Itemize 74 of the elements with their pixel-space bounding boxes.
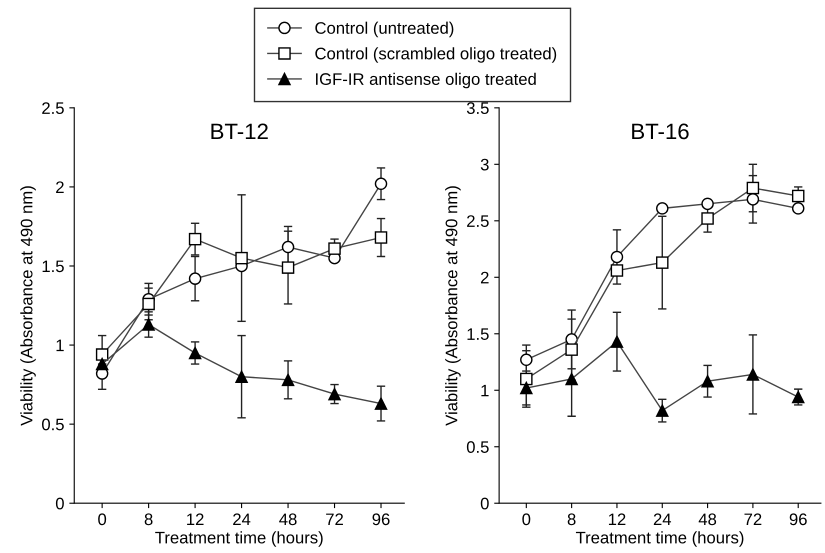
point [610, 335, 624, 348]
point [374, 178, 388, 190]
y-tick-label: 0.5 [466, 441, 489, 453]
y-tick-label: 1 [481, 384, 489, 396]
point [746, 193, 760, 206]
x-tick-label: 8 [144, 513, 153, 526]
point [142, 318, 155, 331]
point [282, 261, 294, 274]
point [96, 348, 108, 361]
point [328, 388, 341, 400]
point [96, 358, 108, 370]
legend-label: IGF-IR antisense oligo treated [316, 72, 536, 88]
point [792, 202, 804, 215]
point [188, 232, 202, 246]
point [520, 354, 533, 366]
point [142, 298, 155, 310]
y-axis-title: Viability (Absorbance at 490 nm) [445, 186, 461, 426]
point [746, 182, 760, 194]
point [520, 382, 533, 394]
point [282, 374, 294, 386]
x-tick-label: 0 [522, 513, 530, 526]
point [701, 212, 714, 225]
point [328, 242, 341, 255]
y-tick-label: 2.5 [467, 215, 489, 228]
y-tick-label: 1.5 [42, 260, 64, 272]
legend-label: Control (untreated) [315, 22, 454, 38]
point [235, 370, 248, 383]
y-tick-label: 2.5 [42, 102, 64, 114]
legend-label: Control (scrambled oligo treated) [315, 47, 556, 63]
x-axis-title: Treatment time (hours) [155, 531, 323, 547]
x-tick-label: 24 [233, 513, 250, 526]
y-axis-title: Viability (Absorbance at 490 nm) [20, 186, 36, 426]
point [188, 272, 202, 285]
point [520, 372, 533, 386]
text: BT-12 [211, 124, 268, 140]
y-tick-label: 2 [56, 181, 64, 193]
x-tick-label: 48 [698, 513, 716, 526]
y-tick-label: 0.5 [42, 418, 64, 430]
point [656, 256, 669, 269]
point [610, 250, 624, 264]
x-tick-label: 48 [279, 513, 297, 526]
x-tick-label: 24 [654, 513, 672, 526]
point [188, 346, 202, 360]
y-tick-label: 3.5 [466, 102, 489, 114]
y-tick-label: 0 [56, 498, 64, 510]
x-tick-label: 0 [98, 513, 106, 526]
point [610, 264, 624, 277]
point [701, 198, 714, 210]
point [656, 202, 669, 215]
point [746, 368, 760, 381]
point [374, 231, 388, 244]
y-tick-label: 1.5 [468, 328, 489, 340]
x-tick-label: 96 [790, 513, 807, 526]
y-tick-label: 3 [480, 158, 489, 171]
x-tick-label: 12 [608, 513, 626, 526]
point [374, 397, 388, 410]
y-tick-label: 1 [56, 340, 64, 352]
x-tick-label: 96 [372, 513, 390, 526]
text: BT-16 [632, 124, 689, 140]
point [565, 372, 578, 386]
y-tick-label: 0 [480, 498, 489, 510]
point [656, 404, 669, 417]
point [235, 252, 248, 264]
point [282, 240, 294, 254]
x-tick-label: 8 [568, 513, 576, 526]
y-tick-label: 2 [480, 272, 489, 284]
x-axis-title: Treatment time (hours) [576, 531, 744, 547]
point [565, 343, 578, 356]
x-tick-label: 12 [187, 513, 204, 526]
point [792, 190, 804, 202]
x-tick-label: 72 [744, 513, 762, 526]
x-tick-label: 72 [326, 513, 343, 526]
point [792, 390, 804, 404]
point [701, 374, 714, 388]
